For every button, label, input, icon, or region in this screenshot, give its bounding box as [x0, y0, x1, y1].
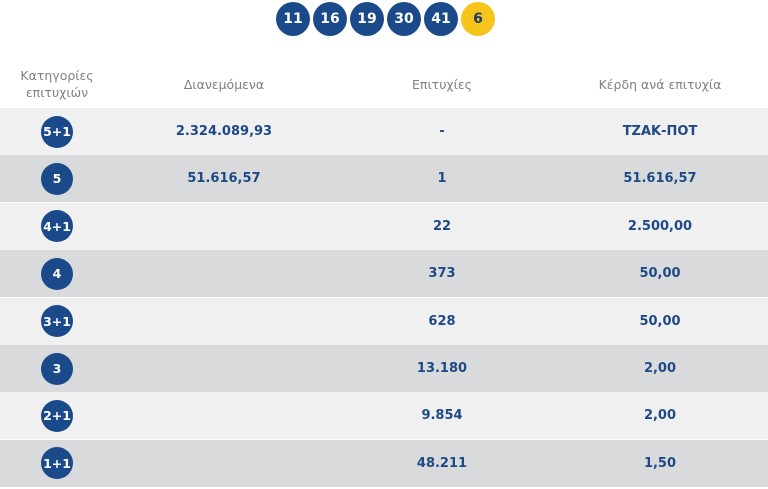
table-cell: 2.500,00: [627, 218, 693, 234]
column-header: Κατηγορίες επιτυχιών: [20, 68, 94, 100]
category-badge: 3+1: [41, 305, 73, 338]
table-cell: 4: [0, 250, 114, 297]
table-cell: 22: [432, 218, 452, 234]
table-row: 2+1 9.854 2,00: [0, 392, 768, 440]
table-cell: 628: [428, 313, 456, 329]
table-cell: 9.854: [421, 408, 463, 424]
table-row: 3 13.180 2,00: [0, 345, 768, 392]
table-cell: 2+1: [0, 392, 114, 439]
number-ball: 30: [387, 2, 421, 36]
table-cell: 5: [0, 155, 114, 202]
category-badge: 1+1: [41, 447, 73, 480]
table-cell: 13.180: [416, 361, 468, 376]
table-cell: 48.211: [416, 455, 468, 471]
category-badge: 5+1: [41, 115, 73, 148]
category-badge: 2+1: [41, 399, 73, 432]
column-header: Επιτυχίες: [412, 76, 472, 92]
table-cell: 5+1: [0, 108, 114, 155]
column-header: Διανεμόμενα: [183, 76, 265, 92]
column-header: Κέρδη ανά επιτυχία: [598, 76, 722, 92]
table-row: 1+1 48.211 1,50: [0, 439, 768, 487]
table-row: 5 51.616,57 1 51.616,57: [0, 155, 768, 203]
table-cell: 2,00: [643, 361, 677, 376]
number-ball: 16: [313, 2, 347, 36]
table-cell: 1+1: [0, 440, 114, 487]
number-ball: 19: [350, 2, 384, 36]
table-cell: 51.616,57: [187, 171, 261, 187]
table-cell: 1: [437, 171, 447, 187]
table-cell: 4+1: [0, 203, 114, 250]
table-cell: -: [439, 124, 445, 139]
table-row: 4+1 22 2.500,00: [0, 202, 768, 250]
number-ball: 11: [276, 2, 310, 36]
category-badge: 4: [41, 257, 73, 290]
category-badge: 4+1: [41, 210, 73, 243]
table-cell: 51.616,57: [623, 171, 697, 187]
joker-ball: 6: [461, 2, 495, 36]
table-cell: 2,00: [643, 408, 677, 424]
category-badge: 5: [41, 162, 73, 195]
table-row: 3+1 628 50,00: [0, 297, 768, 345]
number-ball: 41: [424, 2, 458, 36]
table-cell: 373: [428, 266, 456, 282]
table-cell: 3+1: [0, 298, 114, 345]
table-row: 4 373 50,00: [0, 250, 768, 298]
table-cell: 1,50: [643, 455, 677, 471]
table-cell: 50,00: [639, 266, 681, 282]
table-cell: 50,00: [639, 313, 681, 329]
category-badge: 3: [41, 352, 73, 385]
table-cell: 3: [0, 345, 114, 392]
table-row: 5+1 2.324.089,93 - ΤΖΑΚ-ΠΟΤ: [0, 108, 768, 155]
table-cell: 2.324.089,93: [175, 124, 273, 139]
table-cell: ΤΖΑΚ-ΠΟΤ: [622, 124, 698, 139]
